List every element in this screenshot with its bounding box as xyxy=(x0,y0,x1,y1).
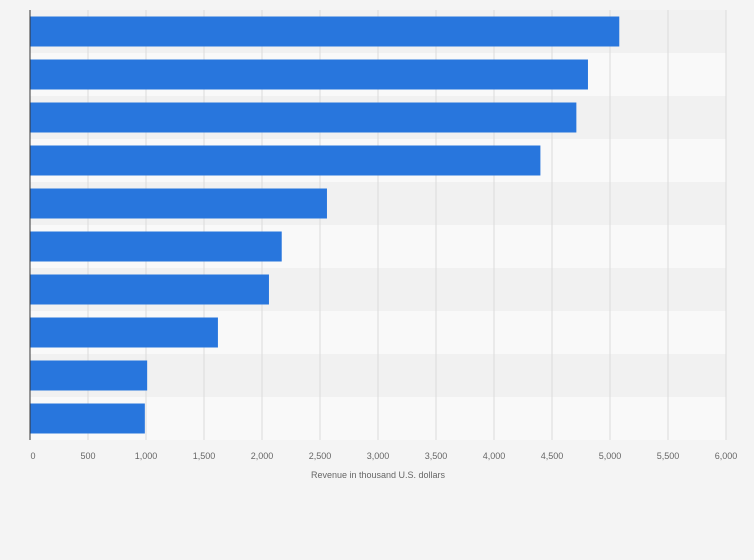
x-tick-label: 2,500 xyxy=(309,451,332,461)
bar[interactable] xyxy=(30,403,145,434)
x-tick-label: 3,500 xyxy=(425,451,448,461)
x-tick-label: 500 xyxy=(80,451,95,461)
bar[interactable] xyxy=(30,188,327,219)
bar[interactable] xyxy=(30,59,588,90)
bar[interactable] xyxy=(30,274,269,305)
x-tick-label: 4,500 xyxy=(541,451,564,461)
bar[interactable] xyxy=(30,317,218,348)
x-tick-label: 4,000 xyxy=(483,451,506,461)
x-tick-label: 0 xyxy=(30,451,35,461)
x-tick-label: 1,000 xyxy=(135,451,158,461)
x-tick-labels: 0 500 1,000 1,500 2,000 2,500 3,000 3,500 4,000 4… xyxy=(30,451,737,461)
bar[interactable] xyxy=(30,360,148,391)
x-tick-label: 5,000 xyxy=(599,451,622,461)
x-axis-title: Revenue in thousand U.S. dollars xyxy=(311,470,446,480)
bar[interactable] xyxy=(30,16,620,47)
x-tick-label: 1,500 xyxy=(193,451,216,461)
bars xyxy=(30,16,620,434)
bar[interactable] xyxy=(30,231,282,262)
bar[interactable] xyxy=(30,102,577,133)
x-tick-label: 3,000 xyxy=(367,451,390,461)
x-tick-label: 2,000 xyxy=(251,451,274,461)
bar[interactable] xyxy=(30,145,541,176)
x-tick-label: 5,500 xyxy=(657,451,680,461)
x-tick-label: 6,000 xyxy=(715,451,738,461)
